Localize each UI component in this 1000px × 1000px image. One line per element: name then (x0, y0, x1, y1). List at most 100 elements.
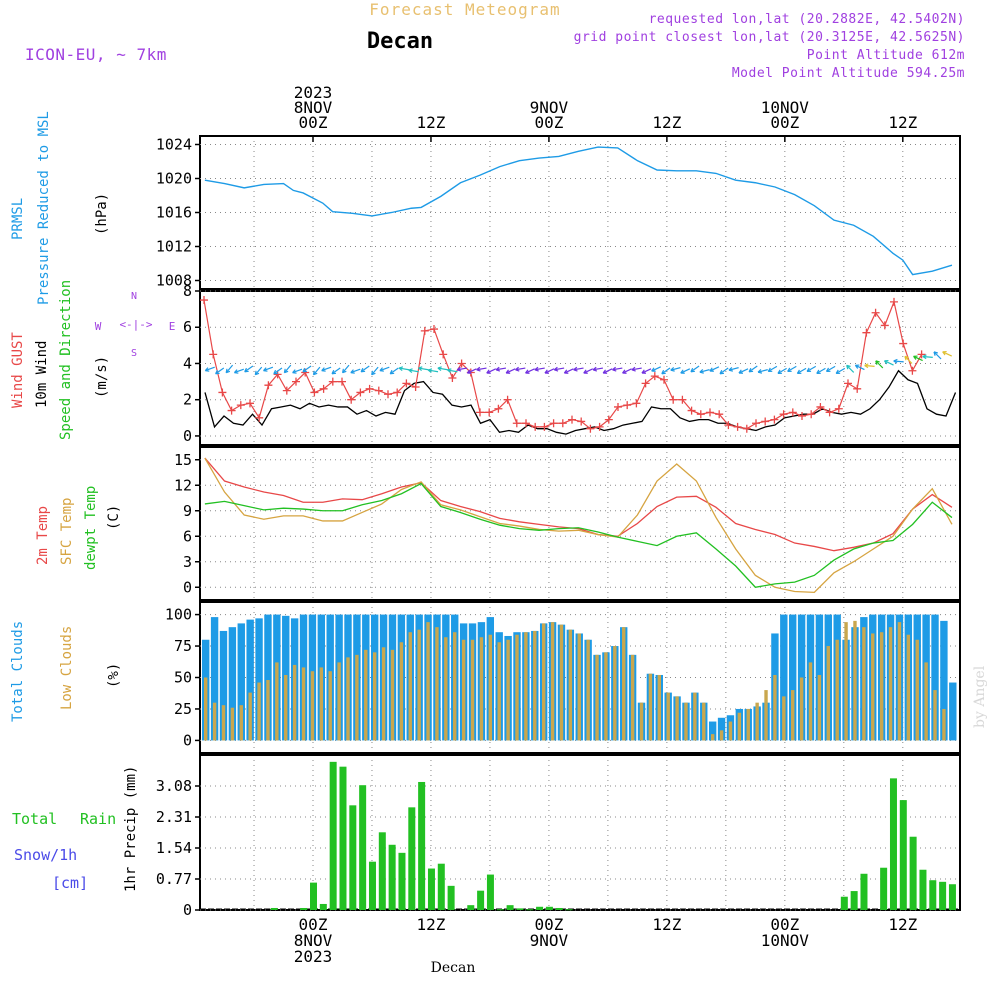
total-cloud-bar (931, 614, 939, 741)
low-cloud-bar (426, 622, 430, 741)
low-cloud-bar (248, 692, 252, 741)
p5-label-rain: Rain (80, 810, 116, 828)
gust-marker (347, 395, 356, 404)
wind-arrow-head (418, 366, 423, 372)
p3-label-dewpt: dewpt Temp (83, 486, 99, 570)
low-cloud-bar (364, 649, 368, 741)
low-cloud-bar (906, 634, 911, 741)
wind-arrow-head (244, 367, 249, 373)
gust-marker (356, 388, 365, 397)
wind-gust-line (203, 299, 923, 430)
p4-label-total: Total Clouds (10, 621, 26, 722)
wind-arrow-head (583, 369, 588, 374)
low-cloud-bar (319, 667, 324, 741)
low-cloud-bar (755, 702, 759, 741)
rain-bar (536, 906, 544, 910)
wind-arrow-head (447, 368, 452, 374)
low-cloud-bar (835, 639, 839, 741)
rain-bar (840, 896, 848, 910)
gust-marker (209, 350, 218, 359)
low-cloud-bar (782, 696, 786, 741)
panel-3 (199, 446, 961, 601)
total-cloud-bar (940, 620, 948, 741)
wind-arrow-head (864, 363, 869, 369)
rain-bar (860, 873, 868, 910)
wind-arrow-head (631, 366, 636, 372)
rain-bar (477, 890, 485, 910)
low-cloud-bar (719, 730, 724, 741)
gust-marker (761, 417, 770, 426)
gust-marker (512, 419, 521, 428)
wind-arrow-head (544, 369, 549, 374)
wind-arrow-head (942, 350, 947, 356)
gust-marker (393, 388, 402, 397)
ytick-label: 2 (183, 391, 192, 409)
ytick-label: 1012 (156, 238, 192, 256)
rain-bar (919, 869, 927, 910)
tsfc-line (204, 457, 953, 594)
wind-arrow-head (835, 369, 841, 375)
wind-arrow (283, 364, 292, 374)
rain-bar (899, 800, 907, 910)
model-altitude: Model Point Altitude 594.25m (732, 66, 965, 81)
wind-arrow (748, 365, 758, 373)
wind-arrow (738, 368, 749, 374)
gust-marker (503, 395, 512, 404)
rain-bar (378, 832, 386, 910)
wind-arrow (699, 369, 710, 373)
gust-marker (844, 379, 852, 388)
gust-marker (724, 421, 733, 430)
wind-arrow-head (515, 366, 520, 372)
ytick-label: 6 (183, 318, 192, 336)
low-cloud-bar (577, 633, 581, 741)
wind-arrow-head (563, 369, 569, 374)
point-altitude: Point Altitude 612m (807, 48, 965, 63)
low-cloud-bar (791, 690, 795, 741)
wind-arrow (573, 367, 584, 371)
gust-marker (384, 390, 392, 399)
low-cloud-bar (328, 671, 332, 741)
rain-bar (388, 844, 396, 910)
xtick-label-bottom: 12Z (417, 915, 446, 934)
xtick-label-bottom: 12Z (652, 915, 681, 934)
gust-marker (310, 388, 319, 397)
gust-marker (834, 404, 843, 413)
low-cloud-bar (639, 702, 644, 741)
wind-arrow-head (408, 368, 413, 374)
wind-arrow (835, 367, 846, 374)
ytick-label: 50 (174, 669, 192, 687)
low-cloud-bar (399, 642, 404, 741)
p4-label-units: (%) (106, 663, 122, 688)
wind-arrow (398, 367, 410, 371)
low-cloud-bar (817, 674, 822, 741)
gust-marker (430, 325, 438, 334)
total-cloud-bar (237, 623, 245, 741)
xtick-label-top: 00Z (299, 113, 328, 132)
xtick-label-top: 12Z (888, 113, 917, 132)
total-cloud-bar (949, 682, 957, 741)
wind-arrow (767, 365, 778, 372)
low-cloud-bar (604, 652, 608, 741)
xtick-label-top: 12Z (417, 113, 446, 132)
p2-label-wind: 10m Wind (34, 341, 50, 408)
gust-marker (890, 297, 898, 306)
wind-arrow (302, 365, 312, 373)
ytick-label: 25 (174, 700, 192, 718)
wind-arrow (622, 368, 632, 374)
wind-arrow-head (525, 369, 530, 374)
low-cloud-bar (461, 639, 466, 741)
total-cloud-bar (210, 617, 219, 741)
wind-arrow-head (292, 369, 297, 374)
low-cloud-bar (897, 622, 902, 741)
total-cloud-bar (228, 627, 237, 741)
rain-bar (349, 805, 357, 910)
low-cloud-bar (550, 622, 555, 741)
low-cloud-bar (559, 624, 564, 741)
gust-marker (292, 377, 300, 386)
wind-arrow (495, 367, 507, 371)
total-cloud-bar (255, 618, 263, 741)
low-cloud-bar (479, 637, 484, 741)
low-cloud-bar (292, 664, 297, 741)
wind-arrow (244, 365, 254, 373)
